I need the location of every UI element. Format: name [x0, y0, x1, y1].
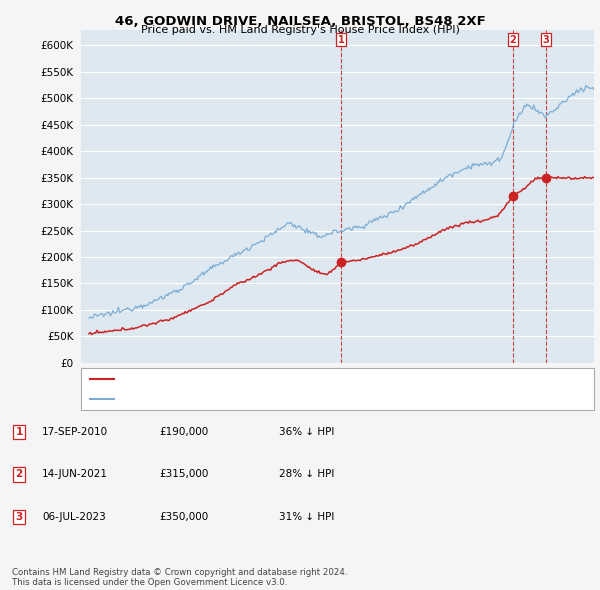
Text: £350,000: £350,000	[159, 512, 208, 522]
Text: 31% ↓ HPI: 31% ↓ HPI	[279, 512, 334, 522]
Text: 14-JUN-2021: 14-JUN-2021	[42, 470, 108, 479]
Text: 06-JUL-2023: 06-JUL-2023	[42, 512, 106, 522]
Text: 46, GODWIN DRIVE, NAILSEA, BRISTOL, BS48 2XF: 46, GODWIN DRIVE, NAILSEA, BRISTOL, BS48…	[115, 15, 485, 28]
Text: 1: 1	[338, 34, 344, 44]
Text: 46, GODWIN DRIVE, NAILSEA, BRISTOL, BS48 2XF (detached house): 46, GODWIN DRIVE, NAILSEA, BRISTOL, BS48…	[118, 374, 456, 384]
Text: £190,000: £190,000	[159, 427, 208, 437]
Text: 28% ↓ HPI: 28% ↓ HPI	[279, 470, 334, 479]
Text: 3: 3	[16, 512, 23, 522]
Text: HPI: Average price, detached house, North Somerset: HPI: Average price, detached house, Nort…	[118, 394, 381, 404]
Text: Price paid vs. HM Land Registry's House Price Index (HPI): Price paid vs. HM Land Registry's House …	[140, 25, 460, 35]
Text: 36% ↓ HPI: 36% ↓ HPI	[279, 427, 334, 437]
Text: 17-SEP-2010: 17-SEP-2010	[42, 427, 108, 437]
Text: 3: 3	[542, 34, 550, 44]
Text: 1: 1	[16, 427, 23, 437]
Text: 2: 2	[16, 470, 23, 479]
Text: 2: 2	[509, 34, 517, 44]
Text: £315,000: £315,000	[159, 470, 208, 479]
Text: Contains HM Land Registry data © Crown copyright and database right 2024.
This d: Contains HM Land Registry data © Crown c…	[12, 568, 347, 587]
